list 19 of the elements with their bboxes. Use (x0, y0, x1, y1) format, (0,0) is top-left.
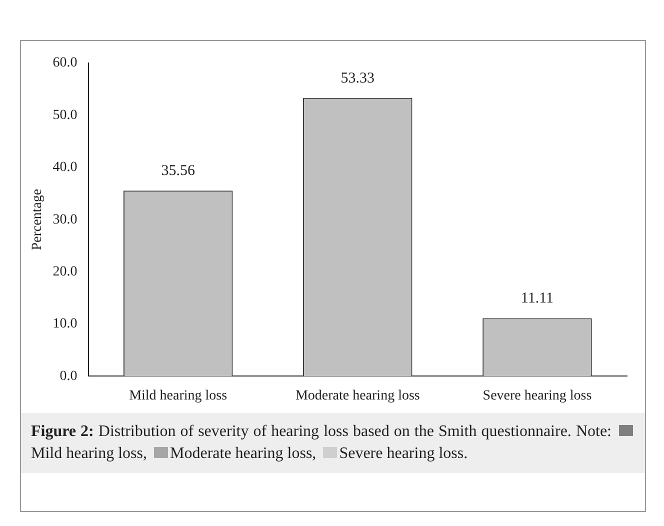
data-label: 11.11 (520, 290, 554, 307)
text: Moderate hearing loss, (170, 445, 316, 462)
y-tick-label: 40.0 (52, 160, 78, 176)
x-tick-label: Moderate hearing loss (295, 388, 420, 404)
y-axis-title: Percentage (30, 188, 46, 250)
text: Distribution of severity of hearing loss based on the Smith questionnaire. Note: (98, 423, 612, 440)
y-tick-label: 50.0 (52, 108, 78, 123)
y-tick-label: 10.0 (52, 316, 78, 332)
x-tick-label: Severe hearing loss (482, 388, 592, 404)
text: Mild hearing loss, (31, 445, 147, 462)
y-tick-label: 60.0 (52, 56, 78, 71)
caption: Figure 2: (31, 423, 94, 440)
data-label: 53.33 (340, 70, 375, 86)
text: Severe hearing loss. (339, 445, 468, 462)
x-tick-label: Mild hearing loss (129, 388, 228, 404)
data-label: 35.56 (161, 163, 196, 180)
y-tick-label: 20.0 (52, 264, 78, 280)
y-tick-label: 30.0 (52, 212, 78, 228)
y-tick-label: 0.0 (60, 368, 78, 384)
